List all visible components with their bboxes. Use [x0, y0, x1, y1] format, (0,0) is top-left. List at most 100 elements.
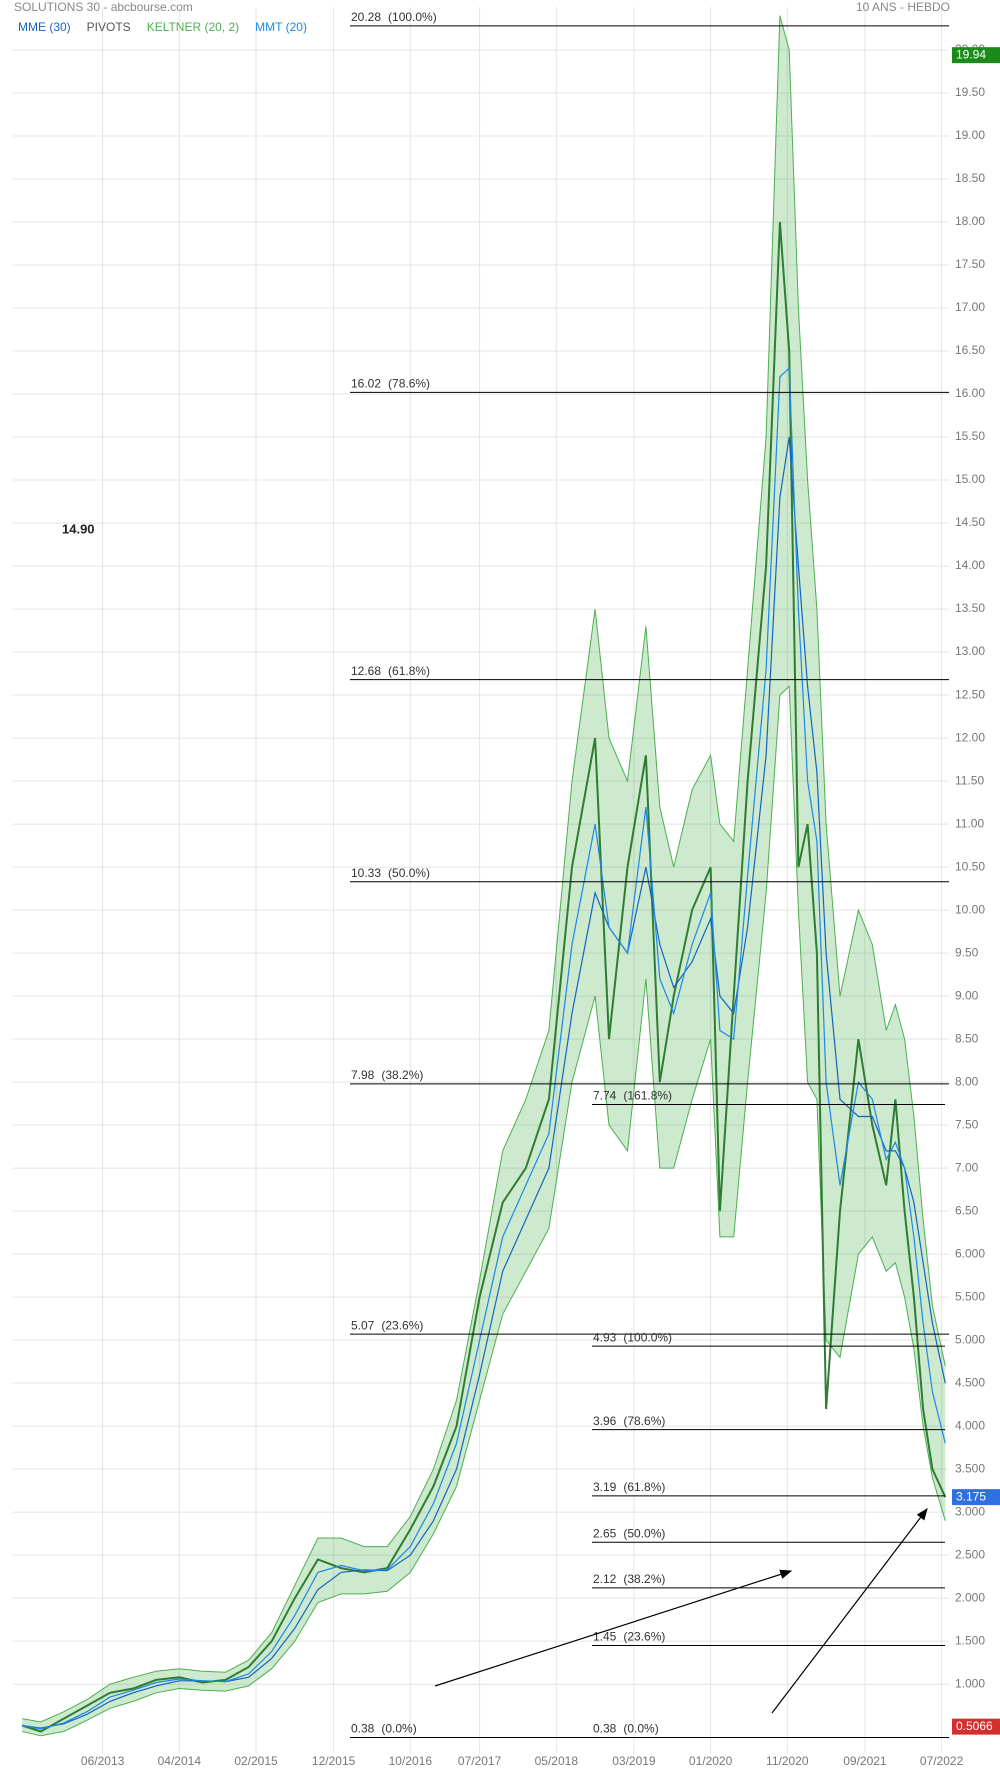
chart-subtitle: 10 ANS - HEBDO [856, 0, 950, 14]
fib-value: 0.38 [351, 1722, 375, 1736]
fib-pct: (0.0%) [623, 1722, 658, 1736]
chart-title: SOLUTIONS 30 - abcbourse.com [14, 0, 193, 14]
keltner-upper [22, 15, 946, 1723]
y-tick-label: 18.50 [955, 171, 985, 185]
fib-pct: (78.6%) [388, 376, 430, 390]
keltner-lower [22, 685, 946, 1737]
fib-pct: (61.8%) [388, 664, 430, 678]
fib-pct: (161.8%) [623, 1089, 672, 1103]
y-tick-label: 6.50 [955, 1203, 979, 1217]
y-tick-label: 3.000 [955, 1504, 985, 1518]
y-tick-label: 17.00 [955, 300, 985, 314]
arrow [771, 1508, 928, 1714]
price-tag-label: 3.175 [956, 1489, 986, 1503]
y-tick-label: 14.00 [955, 558, 985, 572]
legend-entry: MMT (20) [255, 20, 307, 34]
y-tick-label: 15.00 [955, 472, 985, 486]
fib-value: 16.02 [351, 376, 381, 390]
x-tick-label: 05/2018 [535, 1754, 579, 1768]
y-tick-label: 19.50 [955, 85, 985, 99]
fib-pct: (23.6%) [381, 1318, 423, 1332]
price-tag [952, 1718, 1000, 1735]
price-tag-label: 0.5066 [956, 1719, 993, 1733]
x-tick-label: 07/2022 [920, 1754, 964, 1768]
y-tick-label: 10.00 [955, 902, 985, 916]
y-tick-label: 9.00 [955, 988, 979, 1002]
x-tick-label: 10/2016 [389, 1754, 433, 1768]
fib-value: 7.98 [351, 1068, 375, 1082]
y-tick-label: 14.50 [955, 515, 985, 529]
annotation: 14.90 [62, 521, 95, 536]
legend: MME (30) PIVOTS KELTNER (20, 2) MMT (20) [18, 20, 307, 34]
fib-value: 3.19 [593, 1480, 617, 1494]
legend-entry: PIVOTS [87, 20, 131, 34]
y-tick-label: 8.00 [955, 1074, 979, 1088]
y-tick-label: 2.500 [955, 1547, 985, 1561]
y-tick-label: 19.00 [955, 128, 985, 142]
marks [21, 15, 947, 1737]
y-tick-label: 15.50 [955, 429, 985, 443]
y-tick-label: 12.50 [955, 687, 985, 701]
y-tick-label: 4.500 [955, 1375, 985, 1389]
fibonacci: 20.28 (100.0%) 16.02 (78.6%) 12.68 (61.8%) 10.… [350, 10, 949, 1739]
y-tick-label: 1.500 [955, 1633, 985, 1647]
indicator-line [22, 366, 946, 1730]
fib-pct: (50.0%) [388, 866, 430, 880]
fib-pct: (38.2%) [623, 1572, 665, 1586]
y-tick-label: 16.50 [955, 343, 985, 357]
fib-value: 10.33 [351, 866, 381, 880]
axis: 1.000 1.500 2.000 2.500 3.000 3.500 4.000 4.500… [81, 42, 1000, 1768]
y-tick-label: 3.500 [955, 1461, 985, 1475]
y-tick-label: 5.000 [955, 1332, 985, 1346]
fib-value: 12.68 [351, 664, 381, 678]
y-tick-label: 7.00 [955, 1160, 979, 1174]
legend-entry: MME (30) [18, 20, 71, 34]
fib-pct: (50.0%) [623, 1526, 665, 1540]
y-tick-label: 12.00 [955, 730, 985, 744]
keltner-band [22, 15, 946, 1736]
y-tick-label: 17.50 [955, 257, 985, 271]
x-tick-label: 02/2015 [234, 1754, 278, 1768]
y-tick-label: 13.00 [955, 644, 985, 658]
y-tick-label: 5.500 [955, 1289, 985, 1303]
y-tick-label: 2.000 [955, 1590, 985, 1604]
y-tick-label: 1.000 [955, 1676, 985, 1690]
fib-pct: (23.6%) [623, 1630, 665, 1644]
price-tag [952, 1489, 1000, 1506]
legend-entry: KELTNER (20, 2) [147, 20, 239, 34]
x-tick-label: 04/2014 [158, 1754, 202, 1768]
x-tick-label: 11/2020 [766, 1754, 809, 1768]
y-tick-label: 4.000 [955, 1418, 985, 1432]
y-tick-label: 10.50 [955, 859, 985, 873]
y-tick-label: 18.00 [955, 214, 985, 228]
y-tick-label: 11.50 [955, 773, 984, 787]
y-tick-label: 6.000 [955, 1246, 985, 1260]
arrow [434, 1569, 793, 1687]
y-tick-label: 7.50 [955, 1117, 979, 1131]
fib-value: 0.38 [593, 1722, 617, 1736]
y-tick-label: 16.00 [955, 386, 985, 400]
fib-value: 2.12 [593, 1572, 617, 1586]
fib-pct: (78.6%) [623, 1414, 665, 1428]
fib-value: 2.65 [593, 1526, 617, 1540]
y-tick-label: 9.50 [955, 945, 979, 959]
fib-value: 20.28 [351, 10, 381, 24]
x-tick-label: 07/2017 [458, 1754, 502, 1768]
x-tick-label: 12/2015 [312, 1754, 356, 1768]
x-tick-label: 01/2020 [689, 1754, 733, 1768]
fib-pct: (100.0%) [388, 10, 437, 24]
fib-pct: (38.2%) [381, 1068, 423, 1082]
y-tick-label: 13.50 [955, 601, 985, 615]
y-tick-label: 8.50 [955, 1031, 979, 1045]
x-tick-label: 09/2021 [843, 1754, 887, 1768]
x-tick-label: 06/2013 [81, 1754, 125, 1768]
y-tick-label: 11.00 [955, 816, 984, 830]
x-tick-label: 03/2019 [612, 1754, 656, 1768]
fib-pct: (0.0%) [381, 1722, 416, 1736]
price-tag-label: 19.94 [956, 47, 986, 61]
fib-value: 3.96 [593, 1414, 617, 1428]
fib-value: 5.07 [351, 1318, 375, 1332]
fib-pct: (100.0%) [623, 1330, 672, 1344]
